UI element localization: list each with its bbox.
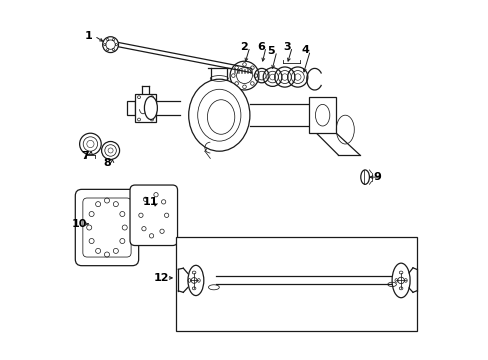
Text: 7: 7 [81,150,89,161]
FancyBboxPatch shape [75,189,139,266]
FancyBboxPatch shape [127,101,135,115]
Text: 10: 10 [72,219,87,229]
FancyBboxPatch shape [176,237,416,331]
Text: 8: 8 [103,158,111,168]
Ellipse shape [144,96,157,120]
Text: 11: 11 [143,197,158,207]
Text: 2: 2 [240,42,248,52]
Text: 12: 12 [153,273,168,283]
FancyBboxPatch shape [309,97,336,133]
Text: 9: 9 [373,172,381,182]
Text: 5: 5 [267,46,275,56]
Ellipse shape [188,79,249,151]
Text: 3: 3 [283,42,290,52]
Text: 4: 4 [301,45,308,55]
Text: 1: 1 [85,31,93,41]
FancyBboxPatch shape [130,185,177,246]
FancyBboxPatch shape [134,94,156,122]
Ellipse shape [391,263,409,298]
Ellipse shape [187,265,203,296]
Text: 6: 6 [256,42,264,52]
